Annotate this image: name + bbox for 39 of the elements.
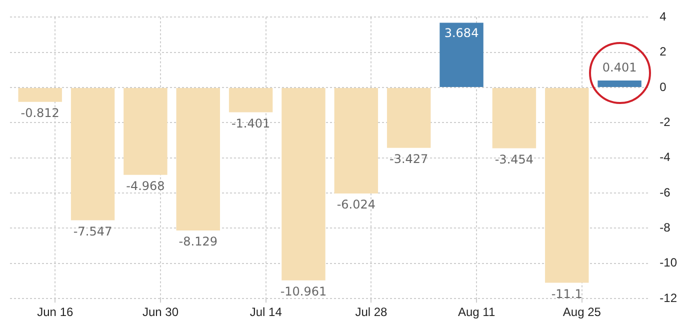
y-tick-label: 0 — [660, 80, 667, 94]
x-tick-label: Jul 28 — [355, 305, 388, 320]
y-tick-label: 4 — [660, 10, 667, 24]
data-label: -0.812 — [20, 106, 60, 120]
bar — [282, 88, 326, 280]
bar — [545, 88, 589, 283]
data-label: -11.1 — [551, 286, 582, 301]
bar — [176, 88, 220, 231]
data-label: -3.454 — [494, 152, 534, 166]
data-label: -1.401 — [231, 116, 270, 130]
y-tick-label: 2 — [660, 44, 667, 59]
y-tick-label: -10 — [660, 256, 678, 270]
bar — [386, 88, 431, 148]
data-label: -4.968 — [126, 179, 165, 194]
y-tick-label: -8 — [660, 220, 671, 235]
x-tick-label: Jul 14 — [250, 305, 282, 320]
x-tick-label: Jun 16 — [37, 305, 74, 320]
bar — [440, 22, 484, 88]
x-tick-label: Aug 25 — [562, 305, 602, 320]
data-label: 3.684 — [444, 26, 479, 40]
data-label: -3.427 — [390, 152, 428, 166]
data-label: -7.547 — [73, 224, 112, 238]
bar — [228, 88, 273, 112]
y-tick-label: -2 — [660, 115, 671, 130]
y-tick-label: -12 — [660, 290, 678, 305]
y-tick-label: -6 — [660, 185, 671, 200]
bar — [70, 88, 115, 220]
data-label: 0.401 — [602, 60, 637, 75]
data-label: -10.961 — [280, 284, 327, 298]
bar — [334, 88, 378, 194]
bar — [124, 88, 168, 175]
y-tick-label: -4 — [660, 150, 671, 164]
data-label: -8.129 — [178, 234, 218, 249]
data-label: -6.024 — [336, 198, 376, 212]
bar — [18, 88, 62, 102]
x-tick-label: Jun 30 — [142, 305, 179, 320]
x-tick-label: Aug 11 — [458, 305, 496, 320]
bar — [492, 88, 536, 148]
bar — [598, 80, 642, 88]
